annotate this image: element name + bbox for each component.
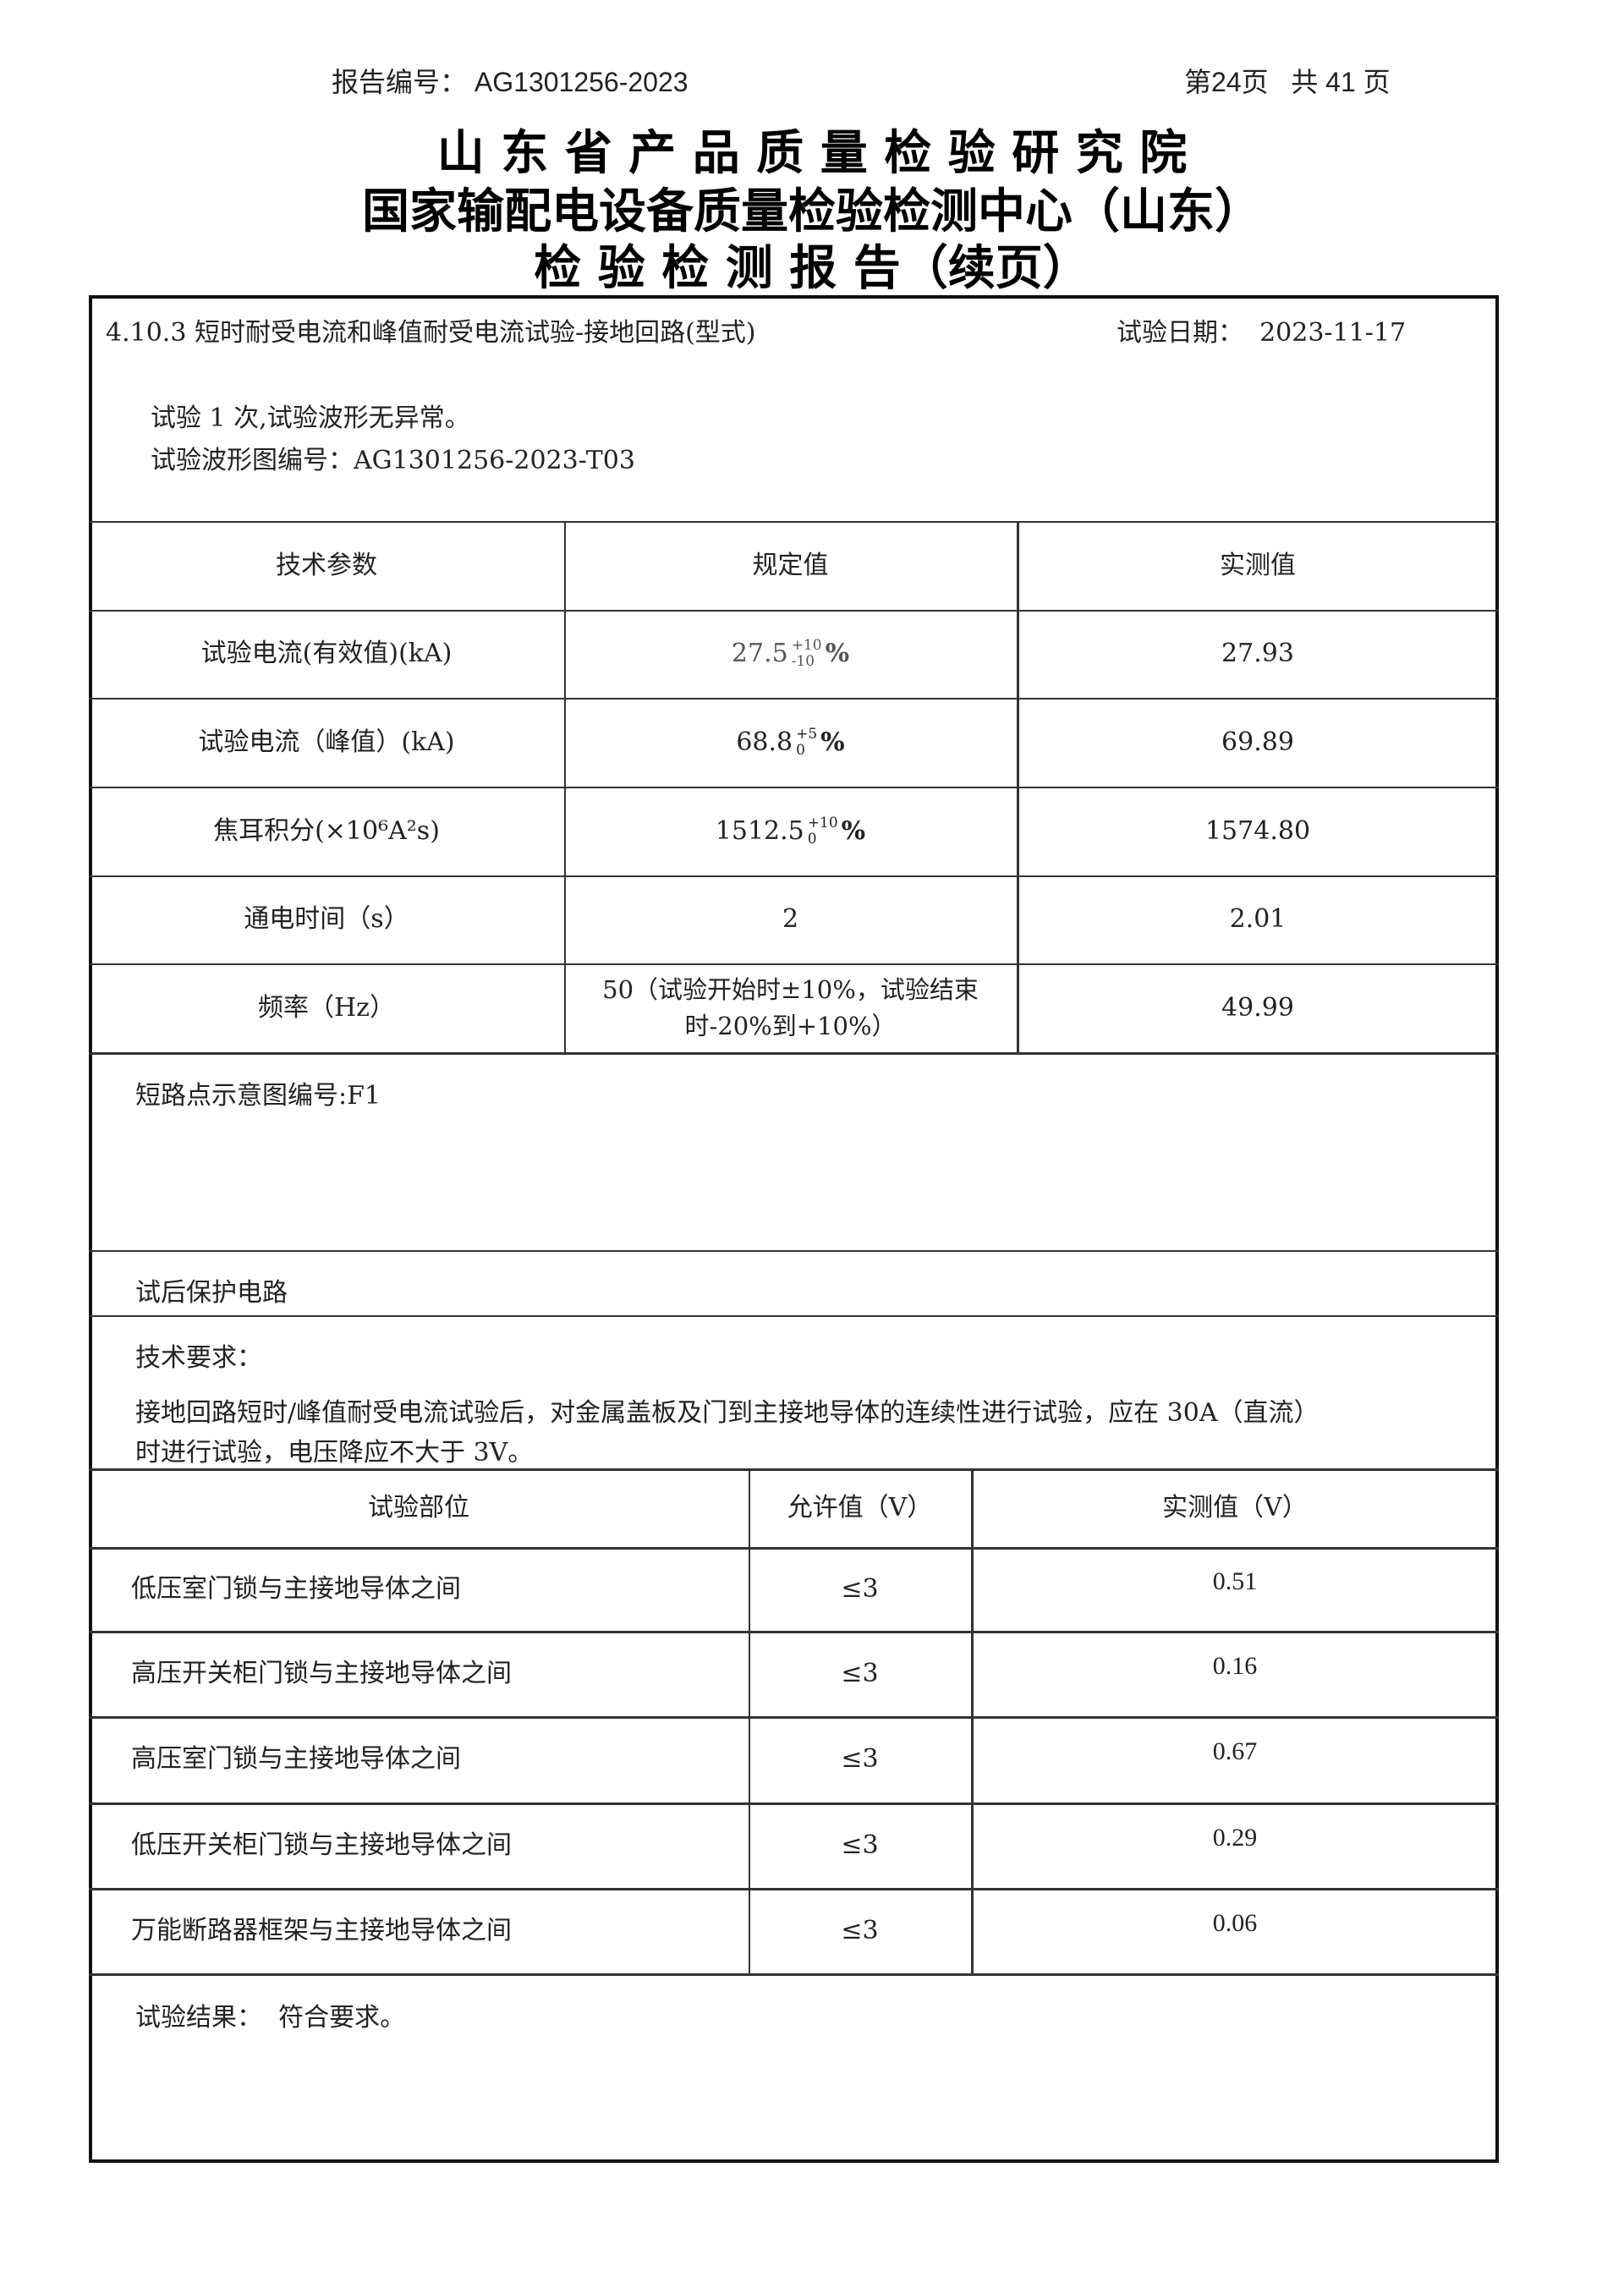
protection-circuit-label: 试后保护电路 xyxy=(135,1278,288,1308)
spec-duration: 2 xyxy=(782,904,799,935)
location: 低压开关柜门锁与主接地导体之间 xyxy=(131,1830,512,1860)
page-number: 第24页 共 41 页 xyxy=(1184,61,1391,100)
header-measured: 实测值 xyxy=(1220,550,1296,580)
measured-value: 0.16 xyxy=(1212,1651,1258,1680)
header-spec: 规定值 xyxy=(752,550,829,580)
allowed-value: ≤3 xyxy=(841,1915,879,1945)
test-date: 试验日期： 2023-11-17 xyxy=(1116,311,1406,348)
diagram-number: 短路点示意图编号:F1 xyxy=(135,1081,381,1111)
measured-duration: 2.01 xyxy=(1229,904,1287,935)
measured-joule-integral: 1574.80 xyxy=(1204,815,1311,846)
tol-lower: -10 xyxy=(791,653,815,670)
measured-value: 0.67 xyxy=(1212,1737,1258,1766)
measured-frequency: 49.99 xyxy=(1221,992,1294,1023)
tol-upper: +5 xyxy=(796,725,818,743)
section-title: 4.10.3 短时耐受电流和峰值耐受电流试验-接地回路(型式) xyxy=(106,318,756,348)
tolerance: +10 -10 xyxy=(792,638,822,669)
institute-title: 山 东 省 产 品 质 量 检 验 研 究 院 xyxy=(436,126,1188,181)
requirement-label: 技术要求： xyxy=(135,1343,262,1373)
page-total: 共 41 页 xyxy=(1291,67,1391,97)
location: 高压开关柜门锁与主接地导体之间 xyxy=(131,1658,512,1688)
spec-frequency: 50（试验开始时±10%，试验结束时-20%到+10%） xyxy=(602,975,979,1040)
spec-base: 68.8 xyxy=(736,727,793,757)
tol-upper: +10 xyxy=(791,637,822,655)
spec-joule-integral: 1512.5 +10 0% xyxy=(564,787,1017,875)
spec-unit: % xyxy=(841,815,866,846)
measured-peak-current: 69.89 xyxy=(1221,727,1294,757)
test-count-note: 试验 1 次,试验波形无异常。 xyxy=(151,403,470,433)
tol-lower: 0 xyxy=(807,830,817,848)
allowed-value: ≤3 xyxy=(841,1573,879,1604)
header-allowed: 允许值（V） xyxy=(787,1492,933,1523)
page-current: 第24页 xyxy=(1184,67,1269,97)
param-duration: 通电时间（s） xyxy=(244,904,409,935)
location: 高压室门锁与主接地导体之间 xyxy=(131,1744,461,1775)
measured-value: 0.06 xyxy=(1212,1908,1258,1937)
requirement-line-2: 时进行试验，电压降应不大于 3V。 xyxy=(135,1438,534,1468)
test-date-label: 试验日期： xyxy=(1116,318,1243,348)
param-peak-current: 试验电流（峰值）(kA) xyxy=(198,727,455,757)
requirement-line-1: 接地回路短时/峰值耐受电流试验后，对金属盖板及门到主接地导体的连续性进行试验，应… xyxy=(135,1398,1320,1428)
spec-rms-current: 27.5 +10 -10% xyxy=(564,610,1017,698)
spec-peak-current: 68.8 +5 0% xyxy=(564,698,1017,787)
tolerance: +5 0 xyxy=(796,727,817,758)
param-rms-current: 试验电流(有效值)(kA) xyxy=(200,639,453,669)
allowed-value: ≤3 xyxy=(841,1830,879,1860)
report-title: 检 验 检 测 报 告（续页） xyxy=(534,241,1090,296)
allowed-value: ≤3 xyxy=(841,1658,879,1688)
test-result: 试验结果： 符合要求。 xyxy=(135,1996,405,2033)
allowed-value: ≤3 xyxy=(841,1744,879,1775)
spec-unit: % xyxy=(820,727,845,757)
report-number-value: AG1301256-2023 xyxy=(474,67,689,97)
report-frame xyxy=(89,295,1499,2163)
measured-rms-current: 27.93 xyxy=(1221,639,1294,669)
test-result-label: 试验结果： xyxy=(135,2003,262,2033)
report-number: 报告编号： AG1301256-2023 xyxy=(332,61,689,100)
measured-value: 0.29 xyxy=(1212,1823,1258,1852)
spec-unit: % xyxy=(825,639,850,669)
location: 低压室门锁与主接地导体之间 xyxy=(131,1573,461,1604)
report-number-label: 报告编号： xyxy=(332,67,468,97)
header-measured-v: 实测值（V） xyxy=(1162,1492,1308,1523)
spec-base: 27.5 xyxy=(731,639,788,669)
test-result-value: 符合要求。 xyxy=(278,2003,406,2033)
tolerance: +10 0 xyxy=(808,815,838,847)
param-joule-integral: 焦耳积分(×10⁶A²s) xyxy=(213,815,440,846)
test-date-value: 2023-11-17 xyxy=(1259,318,1407,348)
spec-base: 1512.5 xyxy=(715,815,804,846)
waveform-number: 试验波形图编号：AG1301256-2023-T03 xyxy=(151,446,635,475)
param-frequency: 频率（Hz） xyxy=(258,992,395,1023)
measured-value: 0.51 xyxy=(1212,1566,1258,1595)
center-title: 国家输配电设备质量检验检测中心（山东） xyxy=(362,184,1262,239)
header-param: 技术参数 xyxy=(276,550,377,580)
tol-lower: 0 xyxy=(796,741,805,759)
header-location: 试验部位 xyxy=(368,1492,469,1523)
location: 万能断路器框架与主接地导体之间 xyxy=(131,1915,512,1945)
tol-upper: +10 xyxy=(807,814,838,831)
